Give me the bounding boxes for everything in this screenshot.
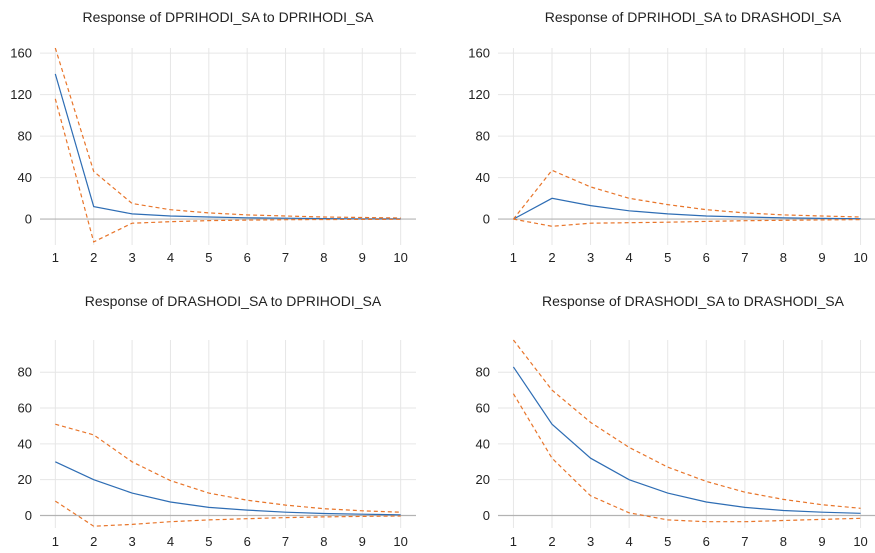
x-tick-label: 6 [703, 250, 710, 265]
x-tick-label: 8 [780, 534, 787, 548]
x-tick-label: 9 [359, 250, 366, 265]
y-tick-label: 120 [468, 87, 490, 102]
x-tick-label: 4 [626, 250, 633, 265]
y-tick-label: 40 [18, 170, 32, 185]
irf-panel-2: Response of DPRIHODI_SA to DRASHODI_SA 0 4… [468, 9, 875, 265]
y-tick-label: 20 [18, 472, 32, 487]
x-tick-label: 1 [510, 250, 517, 265]
panel-title: Response of DPRIHODI_SA to DRASHODI_SA [545, 9, 842, 25]
x-tick-label: 9 [818, 534, 825, 548]
x-tick-label: 2 [90, 250, 97, 265]
x-tick-label: 4 [167, 250, 174, 265]
y-tick-label: 60 [18, 401, 32, 416]
x-tick-label: 3 [587, 250, 594, 265]
y-tick-label: 80 [476, 365, 490, 380]
x-tick-label: 4 [626, 534, 633, 548]
irf-panel-3: Response of DRASHODI_SA to DPRIHODI_SA 0 2… [18, 293, 416, 549]
x-tick-label: 7 [741, 250, 748, 265]
panel-title: Response of DRASHODI_SA to DRASHODI_SA [542, 293, 845, 309]
x-tick-label: 3 [587, 534, 594, 548]
response-line [512, 366, 861, 514]
y-tick-label: 80 [476, 129, 490, 144]
x-tick-label: 4 [167, 534, 174, 548]
x-tick-label: 8 [320, 250, 327, 265]
upper-band-line [512, 339, 861, 509]
response-line [54, 73, 401, 220]
x-tick-label: 1 [52, 250, 59, 265]
upper-band-line [55, 423, 401, 513]
y-tick-label: 120 [10, 87, 32, 102]
x-tick-label: 10 [853, 534, 867, 548]
x-tick-label: 9 [359, 534, 366, 548]
lower-band-line [512, 393, 861, 523]
x-tick-label: 8 [320, 534, 327, 548]
x-tick-label: 2 [90, 534, 97, 548]
lower-band-line [54, 98, 401, 243]
lower-band-line [513, 218, 861, 227]
y-tick-label: 160 [10, 46, 32, 61]
x-tick-label: 6 [244, 250, 251, 265]
y-tick-label: 80 [18, 365, 32, 380]
x-tick-label: 3 [128, 534, 135, 548]
x-tick-label: 9 [818, 250, 825, 265]
panel-title: Response of DPRIHODI_SA to DPRIHODI_SA [83, 9, 375, 25]
panel-title: Response of DRASHODI_SA to DPRIHODI_SA [85, 293, 382, 309]
x-tick-label: 5 [205, 250, 212, 265]
y-tick-label: 160 [468, 46, 490, 61]
x-tick-label: 7 [741, 534, 748, 548]
x-tick-label: 8 [780, 250, 787, 265]
x-tick-label: 5 [664, 250, 671, 265]
irf-panel-1: Response of DPRIHODI_SA to DPRIHODI_SA 0 4… [10, 9, 416, 265]
x-tick-label: 3 [128, 250, 135, 265]
x-tick-label: 1 [510, 534, 517, 548]
x-tick-label: 7 [282, 534, 289, 548]
x-tick-label: 6 [703, 534, 710, 548]
y-tick-label: 40 [18, 436, 32, 451]
y-tick-label: 0 [25, 508, 32, 523]
x-tick-label: 2 [548, 534, 555, 548]
y-tick-label: 40 [476, 436, 490, 451]
y-tick-label: 0 [483, 508, 490, 523]
response-line [513, 197, 861, 220]
y-tick-label: 80 [18, 129, 32, 144]
x-tick-label: 10 [853, 250, 867, 265]
response-line [55, 461, 401, 516]
x-tick-label: 5 [205, 534, 212, 548]
x-tick-label: 7 [282, 250, 289, 265]
y-tick-label: 0 [483, 212, 490, 227]
x-tick-label: 5 [664, 534, 671, 548]
y-tick-label: 20 [476, 472, 490, 487]
y-tick-label: 0 [25, 212, 32, 227]
y-tick-label: 40 [476, 170, 490, 185]
x-tick-label: 1 [52, 534, 59, 548]
lower-band-line [54, 500, 401, 527]
upper-band-line [54, 47, 401, 219]
y-tick-label: 60 [476, 401, 490, 416]
x-tick-label: 6 [244, 534, 251, 548]
x-tick-label: 10 [393, 534, 407, 548]
x-tick-label: 2 [548, 250, 555, 265]
irf-panel-4: Response of DRASHODI_SA to DRASHODI_SA 0 2… [476, 293, 875, 549]
x-tick-label: 10 [393, 250, 407, 265]
